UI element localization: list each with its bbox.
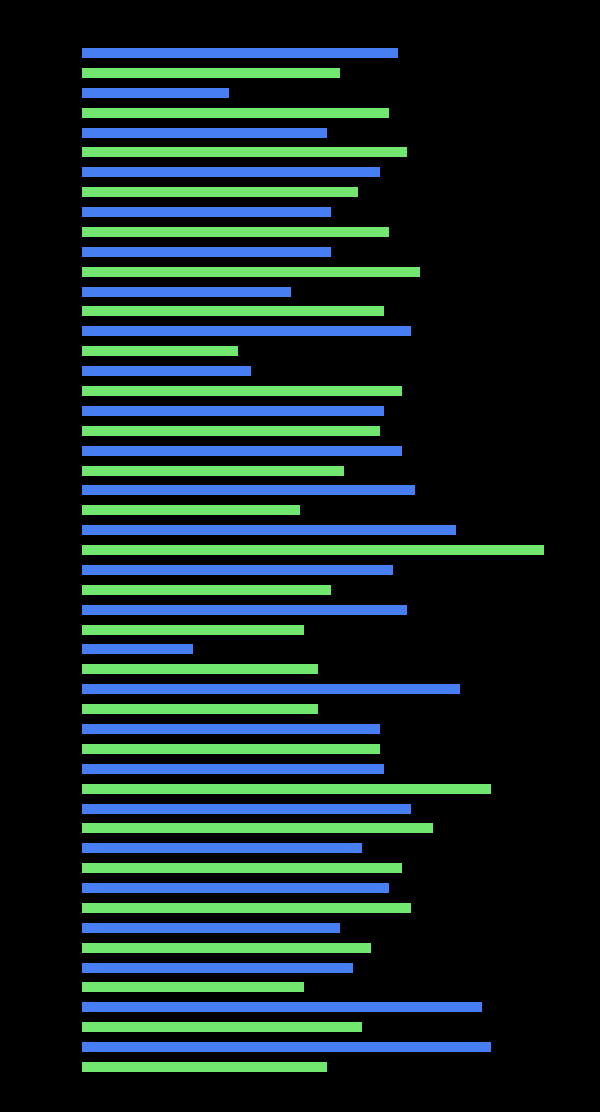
bar-44 [82, 923, 340, 933]
bar-35 [82, 744, 380, 754]
bar-10 [82, 247, 331, 257]
bar-50 [82, 1042, 491, 1052]
bar-1 [82, 68, 340, 78]
bar-40 [82, 843, 362, 853]
bar-36 [82, 764, 384, 774]
bar-28 [82, 605, 407, 615]
bar-47 [82, 982, 304, 992]
bar-4 [82, 128, 327, 138]
bar-51 [82, 1062, 327, 1072]
bar-43 [82, 903, 411, 913]
bar-8 [82, 207, 331, 217]
bar-45 [82, 943, 371, 953]
bar-42 [82, 883, 389, 893]
bar-39 [82, 823, 433, 833]
bar-5 [82, 147, 407, 157]
bar-31 [82, 664, 318, 674]
bar-3 [82, 108, 389, 118]
bar-19 [82, 426, 380, 436]
bar-29 [82, 625, 304, 635]
bar-38 [82, 804, 411, 814]
bar-13 [82, 306, 384, 316]
bar-11 [82, 267, 420, 277]
bar-32 [82, 684, 460, 694]
bar-49 [82, 1022, 362, 1032]
bar-9 [82, 227, 389, 237]
bar-24 [82, 525, 456, 535]
horizontal-bar-chart [0, 0, 600, 1112]
bar-34 [82, 724, 380, 734]
bar-2 [82, 88, 229, 98]
bar-25 [82, 545, 544, 555]
bar-16 [82, 366, 251, 376]
bar-26 [82, 565, 393, 575]
bar-6 [82, 167, 380, 177]
bar-17 [82, 386, 402, 396]
bar-23 [82, 505, 300, 515]
bar-21 [82, 466, 344, 476]
bar-48 [82, 1002, 482, 1012]
bar-12 [82, 287, 291, 297]
bar-14 [82, 326, 411, 336]
bar-41 [82, 863, 402, 873]
bar-15 [82, 346, 238, 356]
bar-33 [82, 704, 318, 714]
bar-27 [82, 585, 331, 595]
bar-7 [82, 187, 358, 197]
bar-0 [82, 48, 398, 58]
bar-46 [82, 963, 353, 973]
bar-22 [82, 485, 415, 495]
bar-37 [82, 784, 491, 794]
bar-20 [82, 446, 402, 456]
bar-18 [82, 406, 384, 416]
bar-30 [82, 644, 193, 654]
